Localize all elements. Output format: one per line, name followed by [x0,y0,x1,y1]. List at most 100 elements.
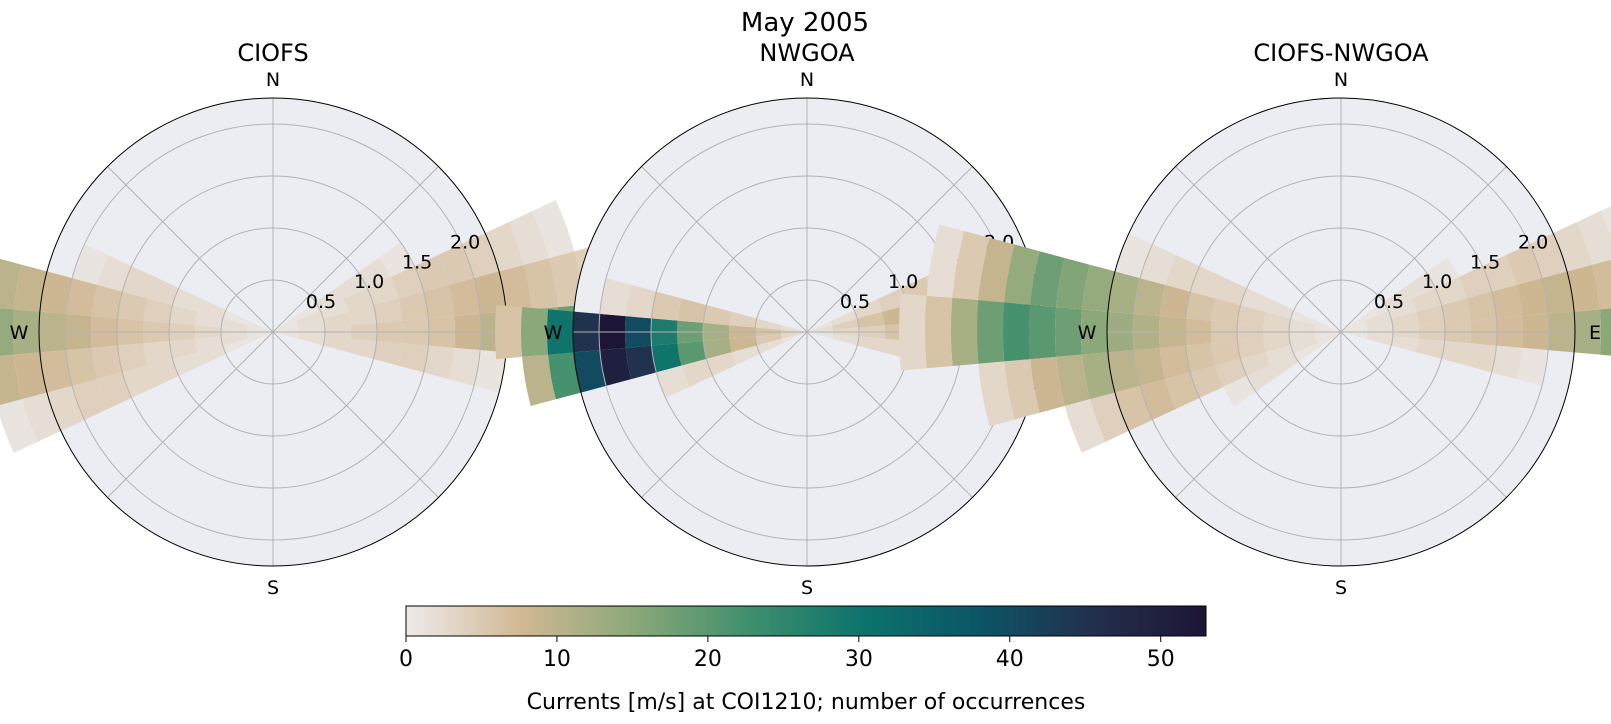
rose-segment [437,244,474,285]
radial-tick-label: 1.0 [354,271,384,293]
rose-segment [1458,266,1492,299]
polar-frame [1106,97,1576,567]
rose-segment [755,334,782,346]
rose-segment [39,271,73,314]
rose-segment [731,345,760,365]
rose-segment [1289,334,1316,346]
rose-segment [247,332,273,339]
rose-segment [172,288,203,312]
rose-segment [1165,255,1200,292]
rose-segment [1185,291,1216,321]
rose-segment [599,347,632,386]
rose-segment [651,343,682,373]
rose-segment [13,264,47,312]
rose-segment [1237,305,1266,326]
rose-segment [298,334,325,346]
rose-segment [1030,251,1065,308]
rose-segment [1064,399,1106,453]
rose-segment [625,345,657,380]
compass-label-e: E [1589,322,1601,344]
rose-segment [854,299,883,319]
rose-segment [398,291,429,321]
rose-segment [756,338,784,354]
rose-segment [1441,298,1471,323]
rose-segment [1383,287,1412,311]
rose-segment [656,365,690,398]
rose-segment [677,298,707,323]
rose-segment [343,288,374,312]
rose-segment [1140,379,1177,420]
rose-segment [1391,336,1419,353]
rose-segment [1315,325,1341,332]
rose-segment [122,365,156,398]
rose-segment [1289,318,1316,330]
radial-tick-label: 1.0 [1422,271,1452,293]
rose-segment [1416,338,1445,359]
rose-segment [72,244,109,285]
rose-segment [830,310,858,326]
rose-segment [1237,338,1266,359]
compass-label-s: S [801,577,813,599]
rose-segment [1315,321,1341,332]
rose-segment [706,352,737,376]
rose-segment [1265,345,1294,365]
rose-segment [320,299,349,319]
rose-segment [1081,309,1108,355]
rose-segment [485,222,525,272]
rose-segment [857,336,885,353]
rose-segment [1081,352,1115,400]
radial-tick-label: 0.5 [840,291,870,313]
rose-segment [117,291,148,321]
rose-segment [651,291,682,321]
radial-tick-labels: 0.5 1.0 1.5 2.0 [1374,231,1548,313]
radial-tick-labels: 0.5 1.0 1.5 2.0 [306,231,480,313]
colorbar: 0 10 20 30 40 50 Currents [m/s] at COI12… [399,605,1207,715]
rose-segment [91,284,123,319]
rose-segment [495,304,523,360]
colorbar-tick-label: 0 [399,647,413,672]
rose-segment [473,350,507,393]
rose-segment [172,352,203,376]
rose-segment [729,311,757,328]
rose-segment [379,242,415,278]
grid-spoke [272,166,439,333]
compass-label-n: N [800,69,814,91]
rose-segment [1391,311,1419,328]
radial-tick-label: 1.5 [1470,251,1500,273]
grid-spoke [107,166,274,333]
rose-segment [1140,244,1177,285]
rose-segment [1133,278,1166,317]
rose-segment [532,200,575,258]
rose-segment [703,305,732,326]
rose-segment [315,287,344,311]
rose-bars [899,206,1611,453]
rose-segment [222,338,250,354]
rose-segment [524,257,558,310]
rose-segment [195,311,223,328]
rose-segment [573,350,607,393]
grid-spoke [1340,166,1507,333]
colorbar-tick-label: 50 [1147,647,1175,672]
rose-segment [1215,358,1247,387]
panel-title: NWGOA [759,39,855,67]
rose-segment [97,255,132,292]
rose-segment [0,308,14,356]
rose-segment [1315,332,1341,343]
colorbar-gradient [405,605,1207,637]
rose-segment [1270,353,1299,377]
rose-segment [1366,318,1393,330]
rose-segment [0,354,22,406]
rose-segment [373,298,403,323]
rose-segment [1388,299,1417,319]
grid-spoke [1175,331,1342,498]
rose-segment [348,338,377,359]
compass-label-n: N [1334,69,1348,91]
rose-segment [1576,211,1611,265]
rose-segment [832,334,859,346]
rose-segment [508,211,550,265]
rose-segment [169,305,198,326]
rose-segment [222,310,250,326]
rose-segment [952,231,990,301]
rose-segment [1404,272,1436,300]
rose-segment [781,332,807,343]
